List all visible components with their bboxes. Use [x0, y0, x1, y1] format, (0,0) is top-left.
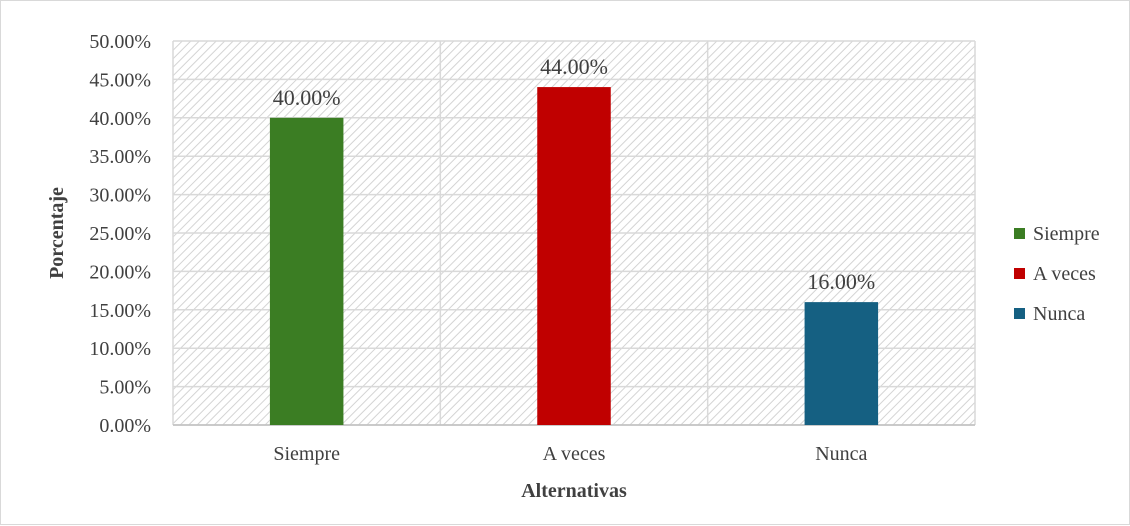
legend-swatch	[1014, 228, 1025, 239]
bar-2	[537, 87, 611, 425]
y-tick-label: 45.00%	[89, 69, 151, 91]
legend: Siempre A veces Nunca	[1014, 223, 1100, 325]
data-label: 44.00%	[540, 54, 608, 79]
legend-entry: Siempre	[1033, 223, 1100, 245]
x-axis-title: Alternativas	[521, 480, 627, 502]
y-axis-title: Porcentaje	[46, 187, 68, 279]
y-tick-label: 30.00%	[89, 185, 151, 207]
x-tick-label: A veces	[543, 443, 606, 465]
y-axis: 0.00% 5.00% 10.00% 15.00% 20.00% 25.00% 30.00%…	[89, 31, 151, 437]
y-tick-label: 25.00%	[89, 223, 151, 245]
bar-1	[269, 117, 344, 426]
y-tick-label: 40.00%	[89, 108, 151, 130]
legend-entry: Nunca	[1033, 303, 1085, 325]
y-tick-label: 10.00%	[89, 338, 151, 360]
x-axis: Siempre A veces Nunca	[273, 443, 867, 465]
legend-swatch	[1014, 268, 1025, 279]
y-tick-label: 50.00%	[89, 31, 151, 53]
data-labels: 40.00% 44.00% 16.00%	[273, 54, 875, 294]
y-tick-label: 5.00%	[99, 377, 151, 399]
y-tick-label: 15.00%	[89, 300, 151, 322]
data-label: 40.00%	[273, 85, 341, 110]
x-tick-label: Nunca	[815, 443, 867, 465]
bars	[269, 87, 879, 426]
bar-3	[804, 302, 879, 425]
y-tick-label: 20.00%	[89, 261, 151, 283]
x-tick-label: Siempre	[273, 443, 340, 465]
legend-swatch	[1014, 308, 1025, 319]
data-label: 16.00%	[807, 269, 875, 294]
legend-entry: A veces	[1033, 263, 1096, 285]
y-tick-label: 0.00%	[99, 415, 151, 437]
y-tick-label: 35.00%	[89, 146, 151, 168]
